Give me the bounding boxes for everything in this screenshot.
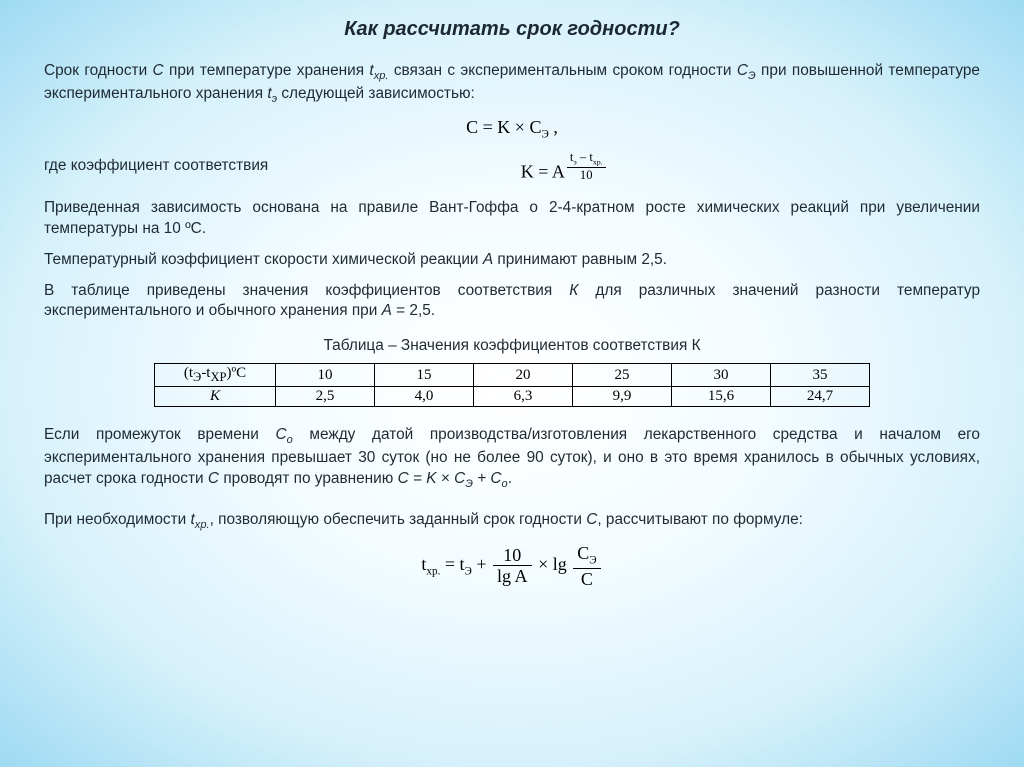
table-cell: 15	[375, 364, 474, 387]
table-cell: 4,0	[375, 387, 474, 407]
table-row: (tЭ-tХР)ºС 10 15 20 25 30 35	[155, 364, 870, 387]
formula-txr: tхр. = tЭ + 10 lg A × lg CЭ C	[44, 543, 980, 589]
table-cell: 20	[474, 364, 573, 387]
formula-2-exp-den: 10	[567, 168, 606, 182]
formula-3-frac2-num: CЭ	[573, 543, 600, 569]
table-row: K 2,5 4,0 6,3 9,9 15,6 24,7	[155, 387, 870, 407]
table-cell: 9,9	[573, 387, 672, 407]
slide-title: Как рассчитать срок годности?	[44, 18, 980, 41]
formula-3-frac2-den: C	[573, 569, 600, 589]
table-cell: 25	[573, 364, 672, 387]
formula-2-exp-num: tэ – tхр.	[567, 151, 606, 168]
paragraph-table-intro: В таблице приведены значения коэффициент…	[44, 281, 980, 323]
table-cell: 24,7	[771, 387, 870, 407]
formula-3-mid: × lg	[534, 554, 572, 574]
formula-3-text: tхр. = tЭ + 10 lg A × lg CЭ C	[421, 543, 602, 589]
formula-c-equals-k-ce: C = K × CЭ ,	[44, 117, 980, 141]
table-caption: Таблица – Значения коэффициентов соответ…	[44, 336, 980, 357]
formula-3-lhs: tхр. = tЭ +	[421, 554, 491, 574]
slide-container: Как рассчитать срок годности? Срок годно…	[0, 0, 1024, 767]
formula-3-frac1-num: 10	[493, 545, 532, 566]
table-header-k: K	[155, 387, 276, 407]
formula-3-frac1-den: lg A	[493, 566, 532, 586]
formula-3-frac1: 10 lg A	[493, 545, 532, 586]
table-header-dt: (tЭ-tХР)ºС	[155, 364, 276, 387]
table-cell: 6,3	[474, 387, 573, 407]
table-cell: 2,5	[276, 387, 375, 407]
table-cell: 30	[672, 364, 771, 387]
formula-1-text: C = K × CЭ ,	[466, 117, 558, 141]
formula-2-base: K = A	[521, 161, 565, 181]
table-cell: 15,6	[672, 387, 771, 407]
paragraph-c0: Если промежуток времени Со между датой п…	[44, 425, 980, 492]
coefficient-table: (tЭ-tХР)ºС 10 15 20 25 30 35 K 2,5 4,0 6…	[154, 363, 870, 407]
formula-k-power: K = A tэ – tхр. 10	[521, 151, 608, 183]
table-cell: 35	[771, 364, 870, 387]
paragraph-txr: При необходимости tхр., позволяющую обес…	[44, 510, 980, 533]
paragraph-intro: Срок годности С при температуре хранения…	[44, 61, 980, 107]
paragraph-coefficient-a: Температурный коэффициент скорости химич…	[44, 250, 980, 271]
table-cell: 10	[276, 364, 375, 387]
formula-3-frac2: CЭ C	[573, 543, 600, 589]
paragraph-vant-hoff: Приведенная зависимость основана на прав…	[44, 198, 980, 240]
coefficient-row: где коэффициент соответствия K = A tэ – …	[44, 151, 980, 183]
formula-2-exponent-frac: tэ – tхр. 10	[567, 151, 606, 182]
